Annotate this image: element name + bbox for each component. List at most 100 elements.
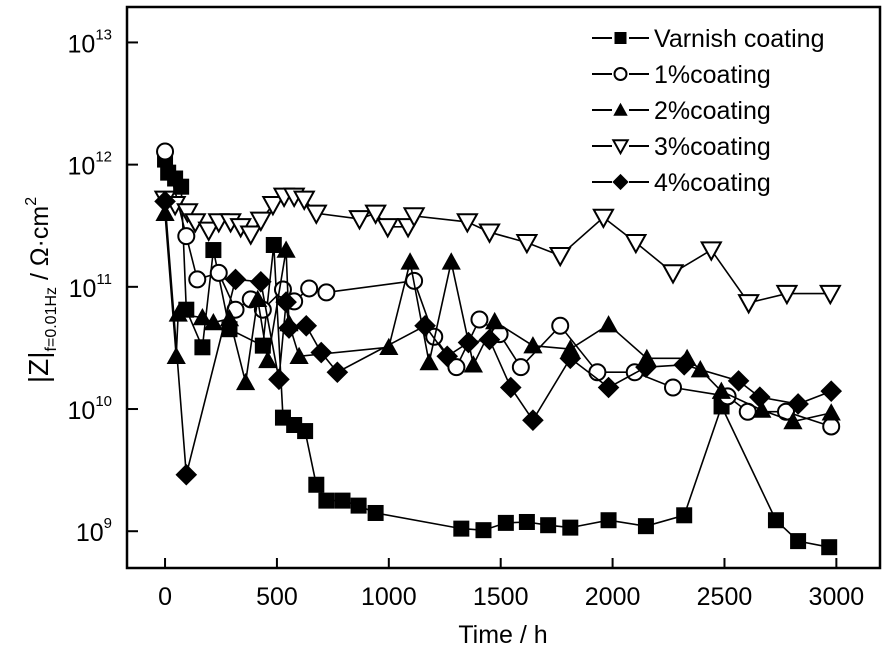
legend-item: 1%coating [592,61,771,89]
data-point [664,378,683,397]
data-point [637,518,654,535]
data-point [497,514,514,531]
data-point [239,225,263,246]
data-point [478,328,501,351]
data-point [676,507,693,524]
data-point [297,423,314,440]
data-point [275,291,297,313]
data-point [350,497,367,514]
data-point [522,409,544,432]
data-point [749,386,771,408]
data-point [400,252,420,270]
data-point [376,218,399,239]
data-point [348,210,371,231]
data-point [192,307,213,326]
data-point [236,372,256,391]
data-point [600,512,617,529]
data-point [209,263,228,282]
data-point [177,227,196,246]
data-point [485,311,505,330]
series-2-coating [155,203,841,430]
data-point [548,246,572,268]
x-tick-label: 500 [256,583,298,611]
data-point [821,539,838,556]
data-point [518,513,535,530]
legend-label: 2%coating [654,97,771,125]
y-axis-title-superscript: 2 [23,197,40,206]
data-point [588,363,607,382]
data-point [441,252,461,270]
y-tick-label: 1013 [68,26,113,58]
y-axis: 109 1010 1011 1012 1013 [68,26,138,547]
data-point [300,279,319,298]
series-1-coating [156,142,841,436]
legend-marker [614,32,627,44]
legend-item: 4%coating [592,169,771,197]
data-point [511,358,530,377]
series-3-coating [153,187,842,315]
data-point [673,354,695,376]
data-point [414,314,436,337]
data-point [562,519,579,536]
data-point [175,463,198,486]
legend-item: 2%coating [592,97,771,125]
data-point [258,350,278,369]
data-point [624,233,648,255]
data-point [463,355,484,373]
data-point [592,208,615,230]
data-point [254,337,271,354]
y-tick-label: 109 [76,515,112,547]
x-axis-title: Time / h [458,621,547,649]
data-point [551,316,570,335]
x-tick-label: 3000 [809,583,865,611]
data-point [783,411,803,430]
data-point [194,339,211,356]
data-point [276,240,296,258]
x-tick-label: 1500 [473,583,529,611]
data-point [224,268,247,291]
legend: Varnish coating 1%coating 2%coating 3%coati… [592,25,824,197]
data-point [310,341,333,364]
data-point [598,315,619,333]
data-point [436,345,459,368]
x-tick-label: 1000 [361,583,417,611]
data-point [364,204,387,225]
legend-item: 3%coating [592,133,771,161]
data-point [317,283,336,302]
legend-marker [611,139,630,156]
data-point [248,289,268,308]
legend-marker [613,67,628,81]
series-layer [153,142,843,556]
legend-item: Varnish coating [592,25,824,53]
data-point [727,370,750,392]
data-point [402,207,426,228]
data-point [265,236,282,253]
data-point [318,492,335,509]
data-point [819,284,842,306]
data-point [249,211,273,233]
data-point [261,196,285,217]
data-point [154,190,176,213]
data-point [289,346,309,364]
data-point [176,203,199,224]
data-point [820,380,843,402]
data-point [775,284,799,306]
legend-label: Varnish coating [654,25,824,53]
series-4-coating [154,190,843,486]
x-tick-label: 0 [158,583,172,611]
data-point [821,403,841,421]
legend-label: 4%coating [654,169,771,197]
x-tick-label: 2000 [585,583,641,611]
data-point [499,376,522,399]
data-point [737,294,760,315]
svg-text:|Z|f=0.01Hz / Ω·cm2: |Z|f=0.01Hz / Ω·cm2 [23,197,60,383]
data-point [203,312,223,331]
data-point [661,264,685,285]
data-point [205,242,222,259]
data-point [250,270,272,293]
y-axis-title-unit: / Ω·cm [26,206,54,287]
data-point [156,142,175,161]
data-point [326,361,349,384]
data-point [173,178,190,195]
data-point [523,336,543,354]
